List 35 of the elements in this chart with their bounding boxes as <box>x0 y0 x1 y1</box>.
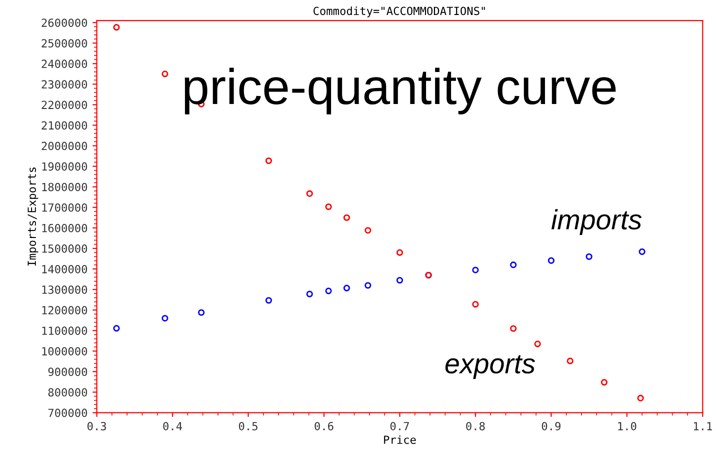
x-tick-label: 0.7 <box>390 422 409 430</box>
x-tick-label: 1.1 <box>694 422 712 430</box>
y-tick-label: 1800000 <box>42 182 88 192</box>
x-tick-label: 0.9 <box>542 422 560 430</box>
y-tick-label: 900000 <box>48 368 88 376</box>
y-tick-label: 2600000 <box>42 18 88 27</box>
x-tick-label: 1.0 <box>618 422 636 430</box>
y-tick-label: 1000000 <box>42 347 88 356</box>
x-tick-label: 0.5 <box>238 422 258 430</box>
x-tick-label: 0.6 <box>314 422 334 430</box>
y-tick-label: 1900000 <box>42 162 88 171</box>
y-tick-label: 1700000 <box>42 203 88 212</box>
y-tick-label: 1300000 <box>42 285 88 294</box>
x-tick-label: 0.3 <box>87 422 106 430</box>
y-tick-label: 2300000 <box>42 80 88 89</box>
y-tick-label: 2100000 <box>42 121 88 130</box>
y-tick-label: 1100000 <box>42 326 88 335</box>
x-tick-label: 0.8 <box>466 422 485 430</box>
y-tick-label: 1400000 <box>42 264 88 274</box>
y-tick-label: 800000 <box>48 388 88 397</box>
annotation: price-quantity curve <box>184 68 616 114</box>
series-label: imports <box>551 209 642 236</box>
x-tick-label: 0.4 <box>163 422 182 430</box>
y-tick-label: 700000 <box>48 408 88 418</box>
y-tick-label: 2000000 <box>42 142 88 150</box>
y-tick-label: 1200000 <box>42 306 88 314</box>
y-tick-label: 2400000 <box>42 60 88 68</box>
series-label: exports <box>445 355 535 379</box>
y-tick-label: 1500000 <box>42 244 88 253</box>
y-tick-label: 2500000 <box>42 39 88 48</box>
x-axis-title: Price <box>384 435 416 444</box>
chart-title: Commodity="ACCOMMODATIONS" <box>314 6 485 18</box>
y-tick-label: 2200000 <box>42 100 88 110</box>
y-axis-title: Imports/Exports <box>28 168 38 266</box>
y-tick-label: 1600000 <box>42 224 88 232</box>
